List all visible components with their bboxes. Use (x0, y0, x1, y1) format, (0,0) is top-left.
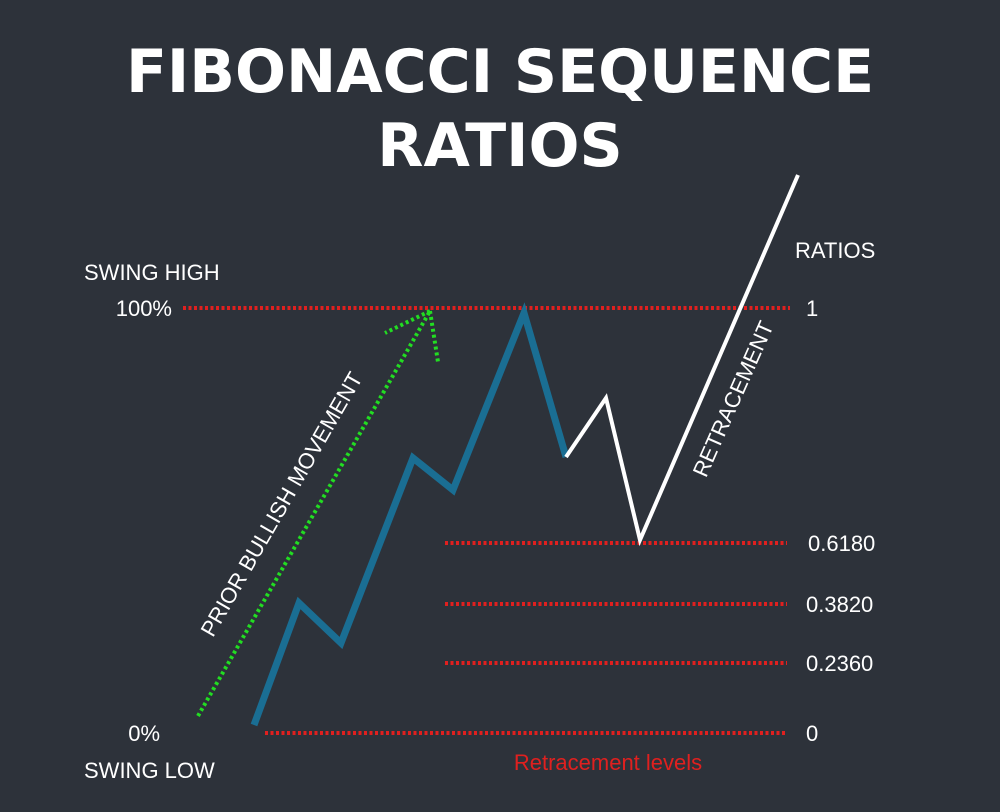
prior-trend-path (250, 302, 570, 727)
high-pct-label: 100% (116, 296, 172, 321)
low-pct-label: 0% (128, 721, 160, 746)
prior-movement-label: PRIOR BULLISH MOVEMENT (195, 368, 367, 641)
retracement-path (564, 174, 800, 547)
title-line-2: RATIOS (377, 111, 622, 181)
ratio-label-0236: 0.2360 (806, 651, 873, 676)
ratio-label-0382: 0.3820 (806, 592, 873, 617)
ratio-label-0618: 0.6180 (808, 531, 875, 556)
swing-high-label: SWING HIGH (84, 260, 220, 285)
prior-movement-arrow (196, 309, 440, 717)
ratios-header: RATIOS (795, 238, 875, 263)
swing-low-label: SWING LOW (84, 758, 215, 783)
title-line-1: FIBONACCI SEQUENCE (126, 37, 874, 107)
retracement-levels-caption: Retracement levels (514, 750, 702, 775)
ratio-label-0: 0 (806, 721, 818, 746)
ratio-label-1: 1 (806, 296, 818, 321)
